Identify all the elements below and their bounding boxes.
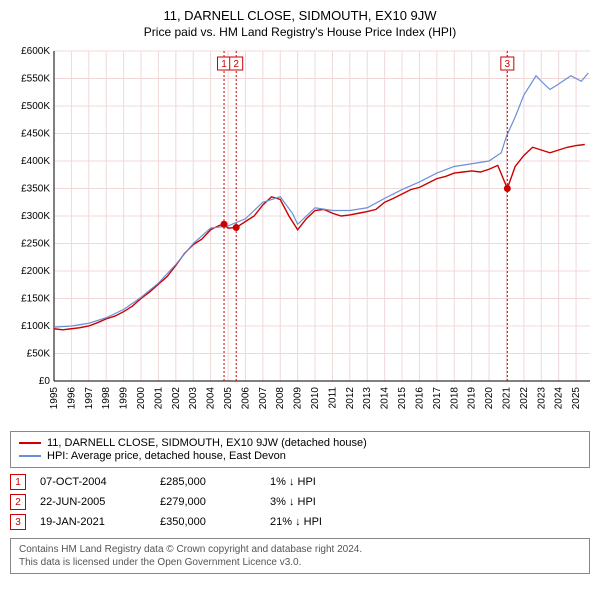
svg-text:£550K: £550K xyxy=(21,74,50,85)
svg-text:£250K: £250K xyxy=(21,239,50,250)
svg-text:£400K: £400K xyxy=(21,156,50,167)
svg-text:2008: 2008 xyxy=(275,387,286,410)
svg-text:2015: 2015 xyxy=(397,387,408,410)
svg-text:£600K: £600K xyxy=(21,46,50,57)
svg-text:2025: 2025 xyxy=(571,387,582,410)
svg-text:2011: 2011 xyxy=(327,387,338,409)
svg-text:1997: 1997 xyxy=(84,387,95,410)
legend-swatch xyxy=(19,442,41,444)
svg-text:1995: 1995 xyxy=(49,387,60,410)
svg-text:2020: 2020 xyxy=(484,387,495,410)
svg-text:£0: £0 xyxy=(39,376,51,387)
svg-text:£300K: £300K xyxy=(21,211,50,222)
event-date: 07-OCT-2004 xyxy=(40,476,160,488)
event-price: £285,000 xyxy=(160,476,270,488)
event-row: 3 19-JAN-2021£350,00021% ↓ HPI xyxy=(10,512,590,532)
svg-text:1999: 1999 xyxy=(119,387,130,410)
event-row: 2 22-JUN-2005£279,0003% ↓ HPI xyxy=(10,492,590,512)
svg-text:2017: 2017 xyxy=(432,387,443,410)
legend-item: 11, DARNELL CLOSE, SIDMOUTH, EX10 9JW (d… xyxy=(19,437,581,449)
legend-label: HPI: Average price, detached house, East… xyxy=(47,450,286,462)
legend-label: 11, DARNELL CLOSE, SIDMOUTH, EX10 9JW (d… xyxy=(47,437,367,449)
event-row: 1 07-OCT-2004£285,0001% ↓ HPI xyxy=(10,472,590,492)
svg-text:2016: 2016 xyxy=(414,387,425,410)
page-subtitle: Price paid vs. HM Land Registry's House … xyxy=(6,25,594,39)
svg-text:2018: 2018 xyxy=(449,387,460,410)
chart-legend: 11, DARNELL CLOSE, SIDMOUTH, EX10 9JW (d… xyxy=(10,431,590,468)
svg-text:£50K: £50K xyxy=(27,349,51,360)
event-delta: 21% ↓ HPI xyxy=(270,516,380,528)
svg-text:2007: 2007 xyxy=(258,387,269,410)
svg-text:2006: 2006 xyxy=(240,387,251,410)
svg-text:2013: 2013 xyxy=(362,387,373,410)
event-marker-icon: 3 xyxy=(10,514,26,530)
data-attribution: Contains HM Land Registry data © Crown c… xyxy=(10,538,590,574)
footer-line: Contains HM Land Registry data © Crown c… xyxy=(19,543,581,556)
event-marker-icon: 1 xyxy=(10,474,26,490)
svg-text:2010: 2010 xyxy=(310,387,321,410)
svg-text:£350K: £350K xyxy=(21,184,50,195)
svg-text:2003: 2003 xyxy=(188,387,199,410)
footer-line: This data is licensed under the Open Gov… xyxy=(19,556,581,569)
event-price: £279,000 xyxy=(160,496,270,508)
svg-text:2005: 2005 xyxy=(223,387,234,410)
svg-text:2001: 2001 xyxy=(153,387,164,410)
event-delta: 1% ↓ HPI xyxy=(270,476,380,488)
svg-text:2009: 2009 xyxy=(293,387,304,410)
svg-text:£100K: £100K xyxy=(21,321,50,332)
event-price: £350,000 xyxy=(160,516,270,528)
page-title: 11, DARNELL CLOSE, SIDMOUTH, EX10 9JW xyxy=(6,8,594,23)
svg-text:1998: 1998 xyxy=(101,387,112,410)
svg-text:1996: 1996 xyxy=(66,387,77,410)
svg-text:2019: 2019 xyxy=(467,387,478,410)
event-date: 19-JAN-2021 xyxy=(40,516,160,528)
svg-text:2014: 2014 xyxy=(380,387,391,410)
svg-text:2023: 2023 xyxy=(536,387,547,410)
svg-text:2002: 2002 xyxy=(171,387,182,410)
svg-text:2024: 2024 xyxy=(554,387,565,410)
svg-text:2: 2 xyxy=(233,59,239,70)
svg-text:2000: 2000 xyxy=(136,387,147,410)
legend-item: HPI: Average price, detached house, East… xyxy=(19,450,581,462)
svg-text:2022: 2022 xyxy=(519,387,530,410)
svg-text:3: 3 xyxy=(505,59,511,70)
svg-text:1: 1 xyxy=(221,59,227,70)
price-chart: £0 £50K £100K £150K £200K £250K £300K £350K £400… xyxy=(6,45,594,425)
svg-text:2004: 2004 xyxy=(206,387,217,410)
svg-text:£450K: £450K xyxy=(21,129,50,140)
events-table: 1 07-OCT-2004£285,0001% ↓ HPI 2 22-JUN-2005… xyxy=(10,472,590,532)
svg-text:2021: 2021 xyxy=(501,387,512,410)
svg-text:2012: 2012 xyxy=(345,387,356,410)
event-marker-icon: 2 xyxy=(10,494,26,510)
svg-text:£150K: £150K xyxy=(21,294,50,305)
svg-text:£500K: £500K xyxy=(21,101,50,112)
legend-swatch xyxy=(19,455,41,457)
event-date: 22-JUN-2005 xyxy=(40,496,160,508)
svg-text:£200K: £200K xyxy=(21,266,50,277)
event-delta: 3% ↓ HPI xyxy=(270,496,380,508)
